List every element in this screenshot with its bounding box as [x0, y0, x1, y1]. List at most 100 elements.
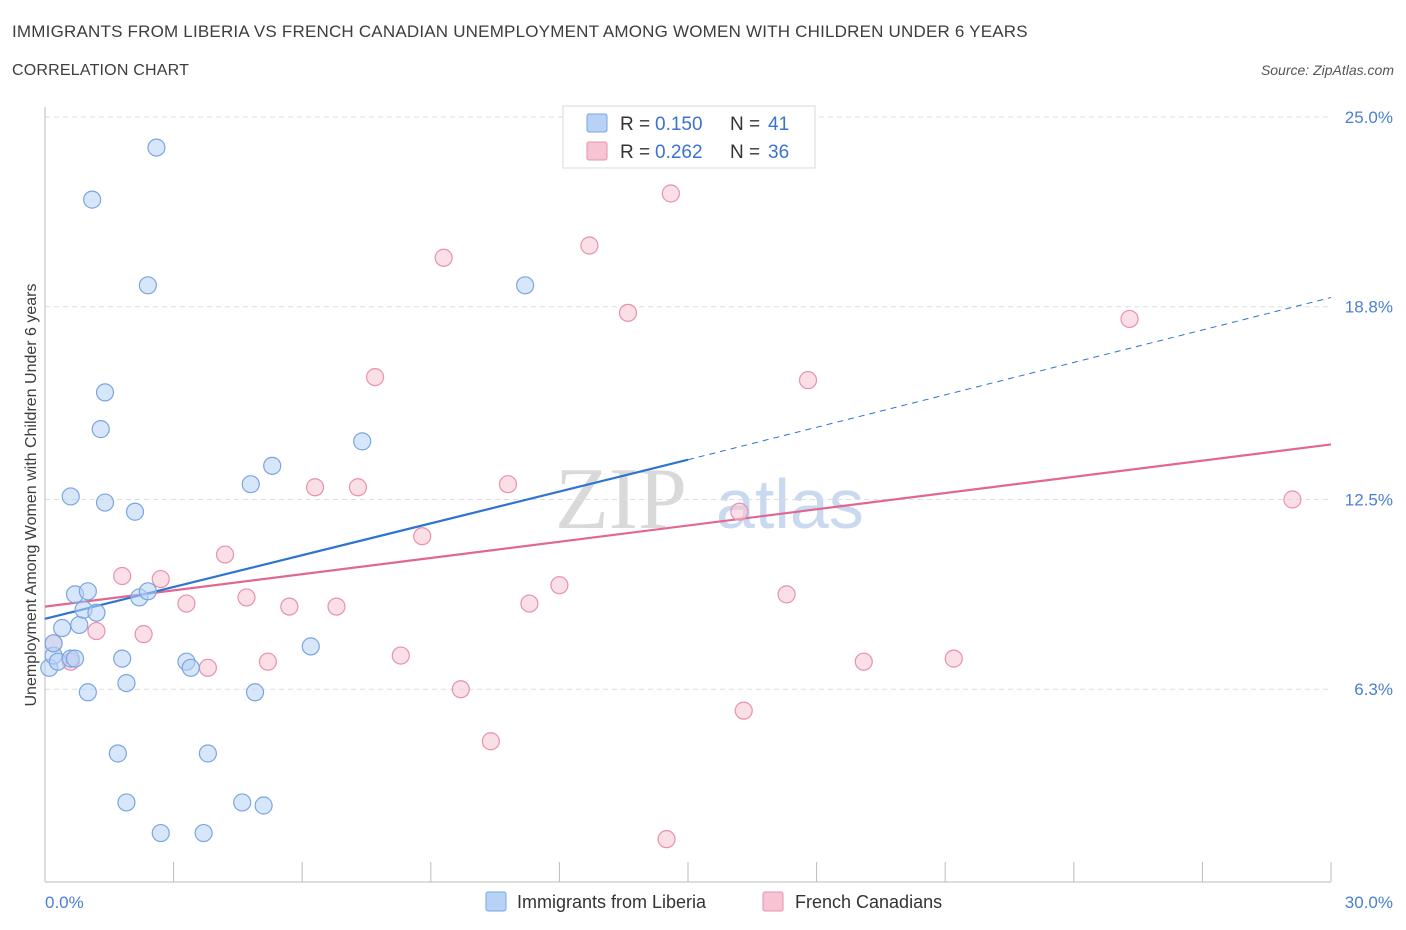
trend-line-french [44, 443, 1332, 608]
x-tick-label: 0.0% [45, 893, 84, 912]
correlation-legend: R = 0.150 N = 41 R = 0.262 N = 36 [562, 105, 816, 169]
data-point-liberia [233, 793, 252, 812]
data-point-liberia [181, 658, 200, 677]
data-point-french [550, 576, 569, 595]
data-point-french [1120, 309, 1139, 329]
y-tick-label: 12.5% [1345, 491, 1393, 510]
x-tick-labels: 0.0% 30.0% [45, 893, 1393, 912]
y-tick-labels: 6.3% 12.5% 18.8% 25.0% [1345, 108, 1393, 699]
data-point-french [498, 475, 518, 494]
legend-n-label-french: N = [730, 142, 760, 163]
data-point-liberia [95, 493, 115, 512]
y-tick-label: 6.3% [1354, 680, 1393, 699]
data-point-french [151, 569, 170, 589]
data-point-french [944, 649, 963, 668]
data-point-liberia [301, 637, 320, 656]
legend-r-label-french: R = [620, 142, 650, 163]
data-point-french [520, 594, 539, 613]
series-legend: Immigrants from Liberia French Canadians [485, 891, 942, 912]
legend-r-value-liberia: 0.150 [655, 114, 703, 135]
data-point-liberia [108, 744, 127, 763]
data-point-french [777, 585, 796, 604]
data-point-liberia [241, 475, 260, 494]
data-point-liberia [61, 487, 80, 506]
data-point-french [113, 566, 132, 586]
data-point-french [134, 625, 153, 644]
data-point-french [258, 652, 278, 671]
legend-n-value-french: 36 [768, 142, 789, 163]
data-point-french [413, 527, 432, 546]
data-point-liberia [138, 276, 157, 295]
legend-r-label-liberia: R = [620, 114, 650, 135]
legend-swatch-liberia [586, 113, 608, 133]
legend-r-value-french: 0.262 [655, 142, 703, 163]
data-point-liberia [78, 683, 97, 702]
legend-n-value-liberia: 41 [768, 114, 789, 135]
axes [44, 107, 1332, 883]
data-point-french [87, 621, 106, 641]
data-point-french [657, 830, 676, 849]
data-point-liberia [516, 276, 535, 295]
series-immigrants-from-liberia [40, 138, 535, 843]
legend-swatch-french [586, 141, 608, 161]
data-point-french [280, 597, 299, 616]
y-axis-label: Unemployment Among Women with Children U… [23, 283, 40, 706]
y-tick-label: 25.0% [1345, 108, 1393, 127]
data-point-french [580, 236, 599, 255]
data-point-french [854, 652, 873, 671]
bottom-legend-swatch-french [762, 891, 784, 912]
data-point-liberia [95, 383, 115, 402]
data-point-liberia [254, 796, 273, 815]
data-point-french [391, 646, 410, 665]
data-point-liberia [53, 618, 72, 638]
bottom-legend-label-french: French Canadians [795, 892, 942, 912]
trend-line-liberia-extension [687, 297, 1332, 461]
data-point-liberia [263, 456, 282, 475]
data-point-liberia [353, 432, 372, 451]
data-point-liberia [147, 138, 166, 157]
x-tick-label: 30.0% [1345, 893, 1393, 912]
data-point-french [305, 478, 325, 497]
data-point-liberia [65, 649, 85, 668]
data-point-french [730, 502, 749, 521]
trend-lines [44, 297, 1332, 620]
data-point-french [434, 248, 453, 267]
source-label: Source: ZipAtlas.com [1260, 62, 1394, 78]
data-point-liberia [91, 420, 110, 439]
data-point-french [327, 597, 346, 616]
data-point-french [215, 545, 235, 564]
data-point-liberia [245, 683, 265, 702]
data-point-liberia [138, 582, 157, 601]
data-point-french [451, 680, 470, 699]
data-point-liberia [70, 615, 89, 635]
y-tick-label: 18.8% [1345, 298, 1393, 317]
data-point-liberia [151, 823, 170, 843]
data-point-french [177, 594, 196, 613]
data-point-french [198, 658, 217, 677]
data-point-liberia [87, 603, 106, 622]
data-point-french [348, 478, 368, 497]
data-point-french [481, 732, 500, 751]
bottom-legend-swatch-liberia [485, 891, 507, 912]
series-french-canadians [44, 184, 1302, 849]
data-point-french [1283, 490, 1302, 509]
data-point-french [798, 371, 818, 390]
data-point-liberia [194, 823, 213, 843]
data-point-french [365, 368, 385, 387]
data-point-liberia [117, 793, 136, 812]
chart-subtitle: CORRELATION CHART [12, 62, 190, 79]
chart-title: IMMIGRANTS FROM LIBERIA VS FRENCH CANADI… [12, 22, 1028, 41]
grid-lines [45, 116, 1331, 690]
data-point-liberia [78, 582, 97, 601]
data-point-liberia [125, 502, 145, 521]
data-point-french [237, 588, 256, 607]
data-point-liberia [198, 744, 217, 763]
legend-n-label-liberia: N = [730, 114, 760, 135]
data-point-french [661, 184, 680, 203]
data-point-french [734, 701, 753, 720]
data-point-liberia [83, 190, 102, 209]
data-point-liberia [113, 649, 132, 668]
data-point-liberia [117, 673, 136, 693]
data-point-liberia [44, 634, 63, 653]
